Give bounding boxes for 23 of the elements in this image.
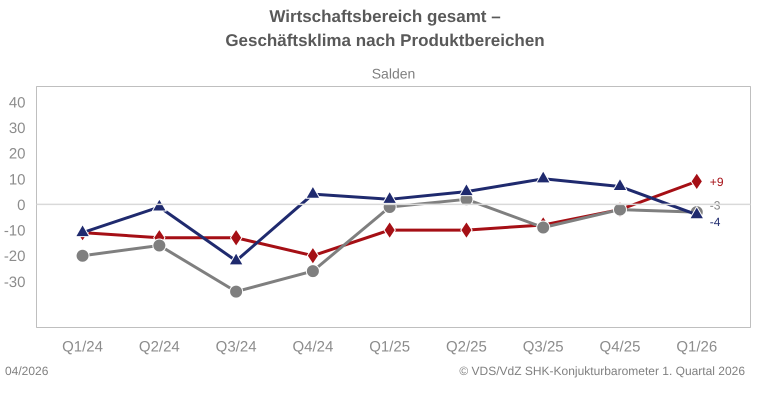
x-tick-label: Q2/25 [446,338,487,356]
text: © VDS/VdZ SHK-Konjukturbarometer 1. Quartal 2026 [459,363,745,380]
data-label: -4 [710,215,721,230]
text: 04/2026 [5,363,48,380]
x-tick-label: Q4/25 [600,338,640,356]
y-tick-label: -30 [4,274,26,291]
x-tick-label: Q1/25 [369,338,410,356]
x-tick-label: Q1/26 [676,338,718,356]
x-tick-label: Q3/24 [216,338,257,356]
x-tick-label: Q2/24 [138,338,180,356]
y-tick-label: 40 [8,94,26,112]
x-tick-label: Q3/25 [522,338,564,356]
x-tick-label: Q4/24 [292,338,334,356]
y-tick-label: 0 [17,196,26,214]
x-tick-label: Q1/24 [62,338,104,356]
chart-title: Wirtschaftsbereich gesamt – Geschäftsklima nach Produktbereichen [225,6,545,52]
data-label: +9 [710,174,724,189]
y-tick-label: -10 [4,222,26,240]
y-tick-label: -20 [4,248,26,266]
y-axis-title: Salden [372,66,416,82]
y-tick-label: 10 [8,171,26,188]
y-tick-label: 30 [8,120,26,138]
y-tick-label: 20 [8,146,26,163]
